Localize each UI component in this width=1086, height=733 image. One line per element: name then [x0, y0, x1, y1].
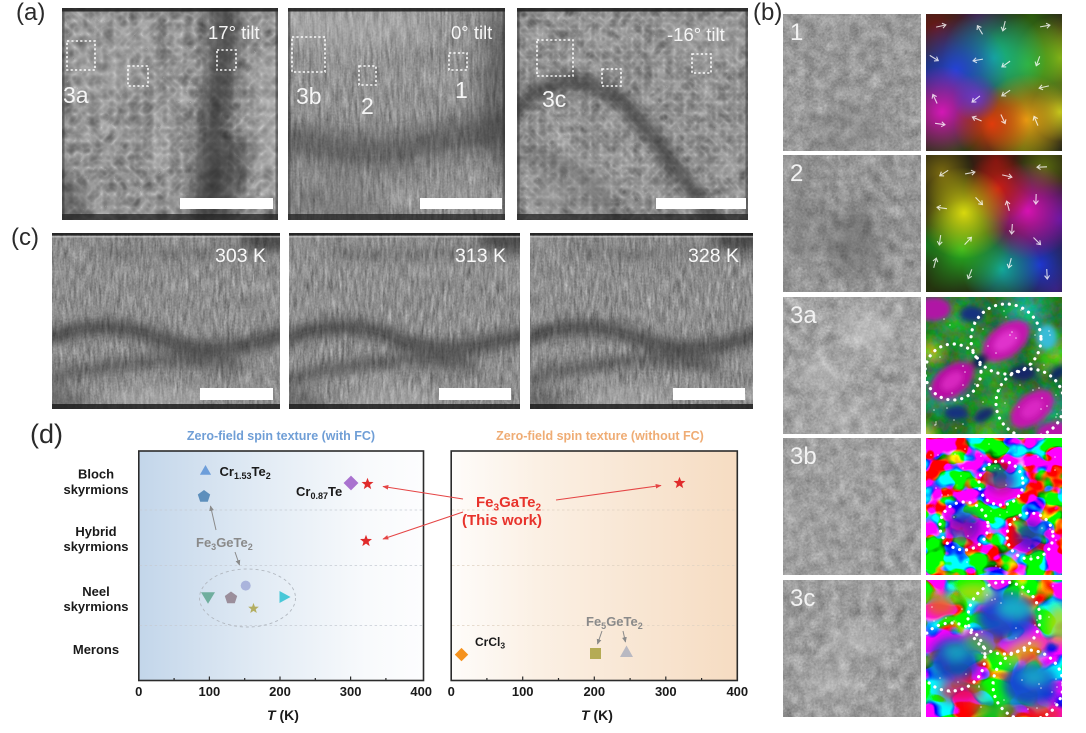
svg-text:skyrmions: skyrmions	[63, 599, 128, 614]
svg-text:0: 0	[448, 684, 455, 699]
svg-text:Merons: Merons	[73, 642, 119, 657]
svg-text:3b: 3b	[296, 83, 322, 109]
svg-text:Zero-field spin texture (witho: Zero-field spin texture (without FC)	[496, 429, 704, 443]
svg-text:3c: 3c	[542, 86, 566, 112]
svg-text:CrCl3: CrCl3	[475, 635, 505, 651]
svg-text:Fe3GeTe2: Fe3GeTe2	[196, 535, 253, 552]
svg-text:Hybrid: Hybrid	[75, 524, 116, 539]
svg-text:2: 2	[361, 93, 374, 119]
svg-text:Neel: Neel	[82, 584, 109, 599]
svg-text:200: 200	[583, 684, 605, 699]
svg-text:303 K: 303 K	[215, 245, 266, 267]
svg-text:Cr0.87Te: Cr0.87Te	[296, 484, 342, 501]
svg-text:313 K: 313 K	[455, 245, 506, 267]
svg-text:Fe3GaTe2: Fe3GaTe2	[476, 494, 541, 514]
svg-text:Fe5GeTe2: Fe5GeTe2	[586, 614, 643, 631]
svg-text:200: 200	[269, 684, 291, 699]
svg-text:300: 300	[340, 684, 362, 699]
svg-text:100: 100	[512, 684, 534, 699]
svg-text:3c: 3c	[790, 585, 815, 612]
svg-text:328 K: 328 K	[688, 245, 739, 267]
svg-text:3a: 3a	[63, 82, 89, 108]
svg-text:Cr1.53Te2: Cr1.53Te2	[220, 464, 271, 481]
svg-text:1: 1	[790, 19, 803, 46]
svg-text:0: 0	[135, 684, 142, 699]
svg-text:(This work): (This work)	[462, 512, 542, 529]
svg-text:100: 100	[199, 684, 221, 699]
svg-text:3b: 3b	[790, 443, 817, 470]
svg-text:0° tilt: 0° tilt	[451, 22, 492, 43]
svg-text:1: 1	[455, 77, 468, 103]
svg-text:400: 400	[726, 684, 748, 699]
svg-text:skyrmions: skyrmions	[63, 539, 128, 554]
svg-text:400: 400	[410, 684, 432, 699]
svg-text:17° tilt: 17° tilt	[208, 22, 260, 43]
svg-text:T (K): T (K)	[581, 707, 613, 723]
svg-text:2: 2	[790, 160, 803, 187]
svg-text:-16° tilt: -16° tilt	[667, 24, 725, 45]
svg-text:300: 300	[655, 684, 677, 699]
svg-text:T (K): T (K)	[267, 707, 299, 723]
svg-text:skyrmions: skyrmions	[63, 482, 128, 497]
svg-text:Bloch: Bloch	[78, 467, 114, 482]
svg-text:3a: 3a	[790, 302, 817, 329]
svg-text:Zero-field spin texture (with: Zero-field spin texture (with FC)	[187, 429, 375, 443]
